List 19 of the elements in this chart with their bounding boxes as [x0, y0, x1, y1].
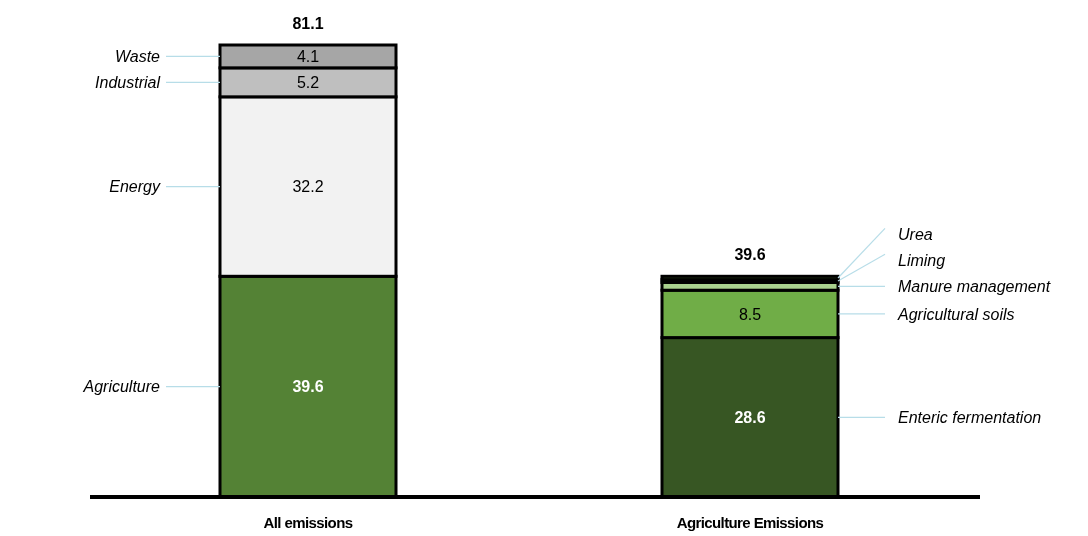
data-label: 8.5: [738, 305, 762, 323]
data-label: 5.2: [296, 73, 320, 91]
text: Energy: [109, 178, 161, 196]
x-tick-label: All emissions: [263, 514, 353, 531]
total-label: 81.1: [292, 15, 324, 32]
data-label: 39.6: [292, 378, 324, 396]
text: Agricultural soils: [897, 305, 1015, 323]
data-label: 32.2: [292, 178, 324, 196]
text: Waste: [114, 47, 161, 65]
text: Enteric fermentation: [898, 408, 1042, 426]
total-label: 39.6: [734, 246, 766, 264]
data-label: 4.1: [296, 48, 320, 66]
text: Agriculture: [82, 378, 161, 396]
text: Liming: [898, 251, 946, 269]
text: Industrial: [95, 73, 161, 91]
data-label: 28.6: [734, 408, 766, 426]
text: Manure management: [898, 277, 1051, 295]
text: Urea: [898, 225, 933, 243]
x-tick-label: Agriculture Emissions: [676, 514, 824, 531]
